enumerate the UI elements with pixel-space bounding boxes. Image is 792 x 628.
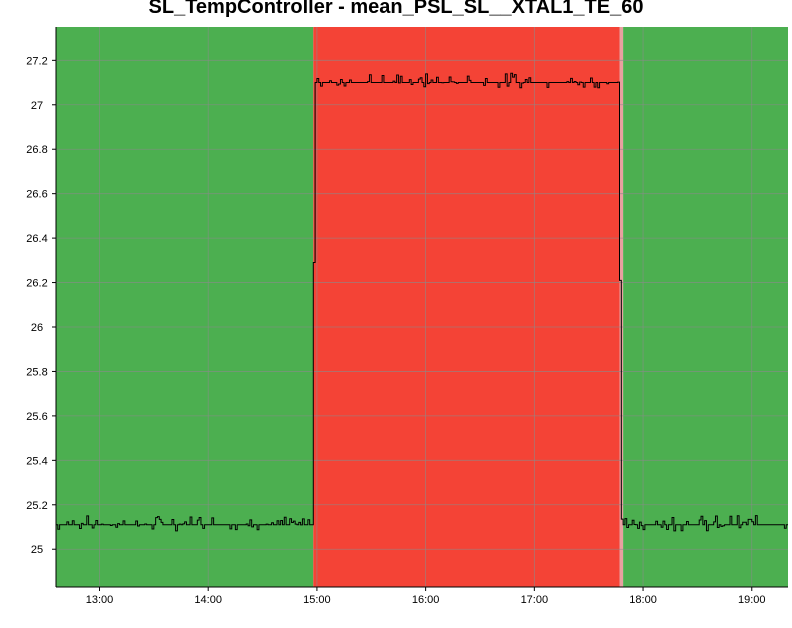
- x-tick-label: 18:00: [629, 594, 657, 606]
- y-tick-label: 25.6: [26, 411, 47, 423]
- y-axis-ticks: 25 25.2 25.4 25.6 25.8 26 26.2 26.4 26.6 26.8 27 27…: [26, 55, 56, 556]
- y-tick-label: 25: [31, 544, 43, 556]
- y-tick-label: 26: [31, 322, 43, 334]
- y-tick-label: 26.4: [26, 233, 47, 245]
- band-ok: [623, 27, 788, 587]
- y-tick-label: 25.8: [26, 366, 47, 378]
- y-tick-label: 26.8: [26, 144, 47, 156]
- x-tick-label: 16:00: [412, 594, 440, 606]
- series-line: [56, 72, 788, 532]
- band-alarm: [313, 27, 620, 587]
- y-tick-label: 26.2: [26, 278, 47, 290]
- y-tick-label: 25.2: [26, 500, 47, 512]
- x-tick-label: 17:00: [521, 594, 549, 606]
- band-ok: [56, 27, 314, 587]
- chart-title: SL_TempController - mean_PSL_SL__XTAL1_T…: [148, 0, 644, 18]
- y-tick-label: 26.6: [26, 189, 47, 201]
- grid-lines: [56, 27, 788, 587]
- x-tick-label: 13:00: [86, 594, 114, 606]
- status-bands: [56, 27, 788, 587]
- y-tick-label: 27: [31, 100, 43, 112]
- x-axis-ticks: 13:00 14:00 15:00 16:00 17:00 18:00 19:00: [86, 587, 766, 606]
- x-tick-label: 19:00: [738, 594, 766, 606]
- x-tick-label: 14:00: [194, 594, 222, 606]
- y-tick-label: 25.4: [26, 455, 47, 467]
- axes: [55, 27, 788, 588]
- x-tick-label: 15:00: [303, 594, 331, 606]
- series-layer: [56, 72, 788, 532]
- y-tick-label: 27.2: [26, 55, 47, 67]
